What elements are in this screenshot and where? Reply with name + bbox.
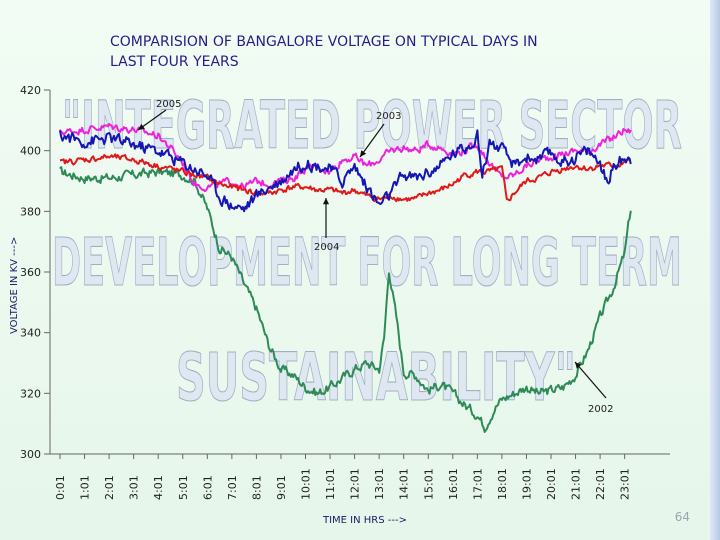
y-tick-label: 380 [20,205,41,218]
series-line-2005 [59,129,632,213]
x-tick-label: 18:01 [496,468,509,500]
watermark-line-2: DEVELOPMENT FOR LONG TERM [52,224,682,301]
y-tick-label: 420 [20,84,41,97]
x-tick-label: 5:01 [177,475,190,500]
x-tick-label: 0:01 [54,475,67,500]
x-tick-label: 4:01 [152,475,165,500]
x-tick-label: 21:01 [570,468,583,500]
x-tick-label: 10:01 [300,468,313,500]
x-tick-label: 3:01 [128,475,141,500]
x-tick-label: 7:01 [226,475,239,500]
x-tick-label: 11:01 [324,468,337,500]
page-number: 64 [674,510,690,524]
y-axis-ticks: 300 320 340 360 380 400 420 [20,84,50,461]
x-tick-label: 8:01 [250,475,263,500]
x-tick-label: 1:01 [79,475,92,500]
series-line-2004 [59,153,631,203]
annotations: 2005 2003 2004 2002 [137,99,613,415]
annotation-label-2002: 2002 [588,404,613,415]
annotation-arrowhead [138,123,145,130]
x-tick-label: 12:01 [349,468,362,500]
y-tick-label: 320 [20,387,41,400]
x-tick-label: 13:01 [373,468,386,500]
annotation-label-2005: 2005 [156,99,181,110]
x-tick-label: 15:01 [422,468,435,500]
annotation-label-2003: 2003 [376,111,401,122]
x-tick-label: 16:01 [447,468,460,500]
slide-edge-decoration [710,0,720,540]
watermark-line-3: SUSTAINABILITY" [176,339,576,416]
chart-title-line-1: COMPARISION OF BANGALORE VOLTAGE ON TYPI… [110,34,538,50]
series-line-2002 [59,166,632,433]
y-tick-label: 400 [20,145,41,158]
annotation-arrowhead [360,150,367,157]
annotation-arrowhead [575,362,582,369]
x-tick-label: 2:01 [103,475,116,500]
annotation-label-2004: 2004 [314,242,339,253]
annotation-arrowhead [322,198,330,205]
x-tick-label: 22:01 [594,468,607,500]
y-axis-label: VOLTAGE IN KV ---> [9,237,20,334]
series-lines [59,122,632,433]
y-tick-label: 300 [20,448,41,461]
x-tick-label: 19:01 [520,468,533,500]
y-tick-label: 360 [20,266,41,279]
x-tick-label: 23:01 [619,468,632,500]
annotation-arrow-2003 [359,123,385,158]
watermark: "INTEGRATED POWER SECTOR DEVELOPMENT FOR… [51,86,682,416]
x-tick-label: 20:01 [545,468,558,500]
chart-title-line-2: LAST FOUR YEARS [110,54,239,70]
x-tick-label: 9:01 [275,475,288,500]
x-axis-label: TIME IN HRS ---> [322,515,407,526]
annotation-arrow-2002 [574,361,607,399]
x-tick-label: 14:01 [398,468,411,500]
x-axis-ticks: 0:01 1:01 2:01 3:01 4:01 5:01 6:01 7:01 8:01 9:01… [54,454,632,500]
y-tick-label: 340 [20,327,41,340]
x-tick-label: 6:01 [201,475,214,500]
x-tick-label: 17:01 [471,468,484,500]
